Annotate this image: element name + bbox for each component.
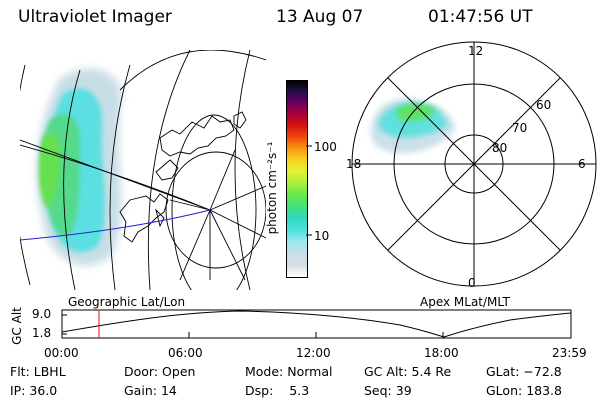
gain-readout: Gain: 14 bbox=[124, 383, 177, 398]
observation-date: 13 Aug 07 bbox=[276, 7, 364, 27]
mode-value: Normal bbox=[287, 364, 333, 379]
y-tick-9: 9.0 bbox=[32, 307, 52, 321]
polar-grid bbox=[351, 41, 597, 287]
ip-value: 36.0 bbox=[29, 383, 58, 398]
mlt-label-12: 12 bbox=[468, 44, 484, 58]
dsp-readout: Dsp: 5.3 bbox=[245, 383, 309, 398]
x-tick-1200: 12:00 bbox=[296, 346, 331, 360]
filter-readout: Flt: LBHL bbox=[10, 364, 66, 379]
gain-label: Gain: bbox=[124, 383, 157, 398]
colorbar-tick-10: 10 bbox=[314, 229, 330, 243]
glon-value: 183.8 bbox=[526, 383, 562, 398]
sequence-value: 39 bbox=[395, 383, 412, 398]
lat-lon-grid bbox=[20, 50, 266, 290]
glat-value: −72.8 bbox=[523, 364, 562, 379]
glat-label: GLat: bbox=[486, 364, 520, 379]
timeline-y-label: GC Alt bbox=[10, 307, 24, 345]
ip-readout: IP: 36.0 bbox=[10, 383, 57, 398]
gc-altitude-value: 5.4 Re bbox=[411, 364, 452, 379]
colorbar-ticks bbox=[306, 145, 312, 236]
colorbar bbox=[286, 80, 308, 278]
mlt-label-18: 18 bbox=[346, 157, 362, 171]
mlt-label-6: 6 bbox=[578, 157, 586, 171]
mlt-label-0: 0 bbox=[468, 276, 476, 290]
mode-readout: Mode: Normal bbox=[245, 364, 333, 379]
glat-readout: GLat: −72.8 bbox=[486, 364, 562, 379]
dsp-label: Dsp: bbox=[245, 383, 274, 398]
colorbar-unit-label: photon cm⁻²s⁻¹ bbox=[265, 141, 279, 235]
observation-time: 01:47:56 UT bbox=[428, 7, 533, 27]
lat-label-70: 70 bbox=[512, 121, 528, 135]
sequence-label: Seq: bbox=[364, 383, 392, 398]
lat-label-80: 80 bbox=[492, 141, 508, 155]
polar-aurora-emission bbox=[371, 98, 456, 154]
filter-label: Flt: bbox=[10, 364, 30, 379]
gain-value: 14 bbox=[160, 383, 177, 398]
coastline-outline bbox=[119, 111, 247, 243]
apex-caption: Apex MLat/MLT bbox=[420, 295, 510, 309]
lat-label-60: 60 bbox=[536, 98, 552, 112]
door-readout: Door: Open bbox=[124, 364, 195, 379]
dsp-value: 5.3 bbox=[289, 383, 310, 398]
terminator-line bbox=[20, 209, 211, 241]
x-tick-1800: 18:00 bbox=[424, 346, 459, 360]
gc-altitude-readout: GC Alt: 5.4 Re bbox=[364, 364, 451, 379]
mode-label: Mode: bbox=[245, 364, 284, 379]
altitude-curve bbox=[61, 310, 572, 338]
colorbar-tick-100: 100 bbox=[314, 140, 337, 154]
filter-value: LBHL bbox=[33, 364, 66, 379]
door-value: Open bbox=[162, 364, 196, 379]
y-tick-1-8: 1.8 bbox=[32, 326, 52, 340]
aurora-emission bbox=[36, 68, 122, 266]
sequence-readout: Seq: 39 bbox=[364, 383, 412, 398]
geographic-image-panel bbox=[20, 50, 266, 290]
glon-readout: GLon: 183.8 bbox=[486, 383, 562, 398]
x-tick-0600: 06:00 bbox=[168, 346, 203, 360]
altitude-timeline bbox=[61, 309, 572, 339]
x-tick-2359: 23:59 bbox=[552, 346, 587, 360]
geographic-caption: Geographic Lat/Lon bbox=[68, 295, 186, 309]
x-tick-0000: 00:00 bbox=[44, 346, 79, 360]
glon-label: GLon: bbox=[486, 383, 523, 398]
ip-label: IP: bbox=[10, 383, 26, 398]
polar-plot bbox=[351, 41, 597, 287]
instrument-title: Ultraviolet Imager bbox=[18, 7, 172, 27]
gc-altitude-label: GC Alt: bbox=[364, 364, 408, 379]
door-label: Door: bbox=[124, 364, 159, 379]
